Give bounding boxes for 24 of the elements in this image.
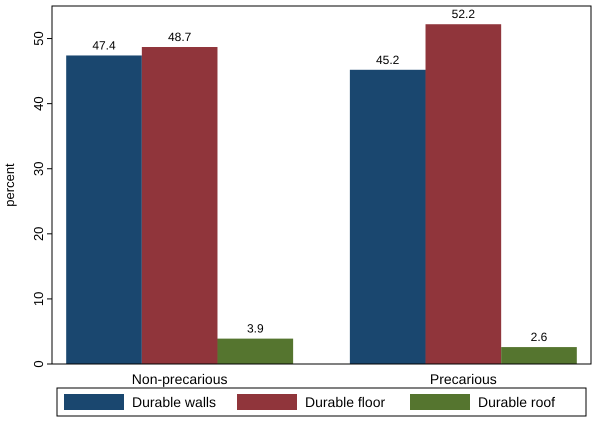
legend-label: Durable walls xyxy=(132,394,216,410)
bar xyxy=(142,47,218,364)
legend-label: Durable floor xyxy=(305,394,386,410)
bar xyxy=(66,55,142,364)
y-tick-label: 20 xyxy=(31,226,46,242)
bar xyxy=(501,347,577,364)
bar xyxy=(426,24,502,364)
data-label: 48.7 xyxy=(168,30,192,44)
data-label: 52.2 xyxy=(452,7,476,22)
bar xyxy=(350,70,426,364)
data-label: 45.2 xyxy=(376,52,400,67)
data-label: 3.9 xyxy=(246,322,264,336)
data-label: 47.4 xyxy=(92,38,116,52)
y-axis-title: percent xyxy=(2,162,17,207)
y-tick-label: 0 xyxy=(31,360,46,368)
y-tick-label: 10 xyxy=(31,292,46,306)
y-tick-label: 40 xyxy=(31,96,46,111)
y-tick-label: 30 xyxy=(31,161,46,176)
x-tick-label: Non-precarious xyxy=(132,371,228,387)
data-label: 2.6 xyxy=(530,330,548,344)
bar xyxy=(217,338,294,364)
x-tick-label: Precarious xyxy=(430,371,497,387)
y-tick-label: 50 xyxy=(31,31,46,46)
legend-label: Durable roof xyxy=(478,394,556,410)
